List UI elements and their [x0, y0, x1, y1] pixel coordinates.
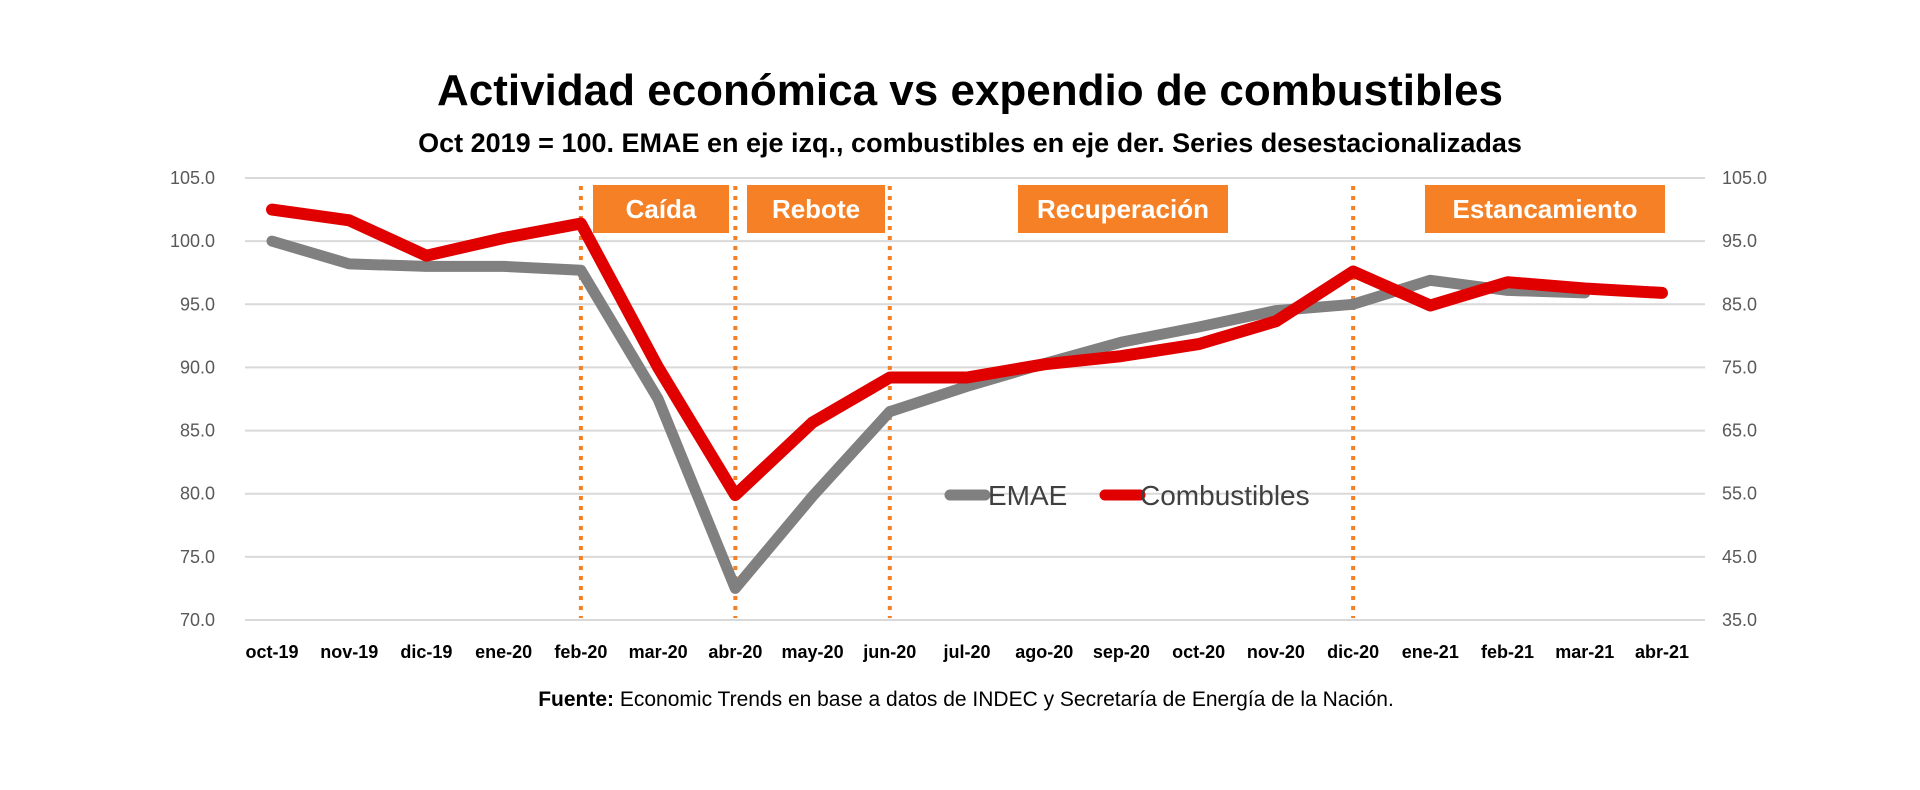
x-tick-label: dic-20 — [1327, 642, 1379, 662]
left-tick-label: 80.0 — [180, 484, 215, 504]
source-note: Fuente: Economic Trends en base a datos … — [538, 688, 1394, 711]
phase-labels: Caída Rebote Recuperación Estancamiento — [593, 185, 1665, 233]
left-tick-label: 100.0 — [170, 231, 215, 251]
series-line-combustibles — [266, 203, 1668, 501]
phase-label-1: Caída — [593, 185, 729, 233]
right-tick-label: 85.0 — [1722, 294, 1757, 314]
legend-label-combustibles: Combustibles — [1140, 480, 1310, 511]
x-tick-label: mar-21 — [1555, 642, 1614, 662]
x-tick-label: feb-20 — [554, 642, 607, 662]
phase-label-4: Estancamiento — [1425, 185, 1665, 233]
right-tick-label: 65.0 — [1722, 421, 1757, 441]
right-tick-label: 45.0 — [1722, 547, 1757, 567]
legend: EMAE Combustibles — [944, 480, 1310, 511]
left-tick-label: 70.0 — [180, 610, 215, 630]
phase-label-text: Recuperación — [1037, 194, 1209, 224]
x-tick-label: ago-20 — [1015, 642, 1073, 662]
right-tick-label: 55.0 — [1722, 484, 1757, 504]
right-tick-label: 95.0 — [1722, 231, 1757, 251]
phase-label-box — [1425, 185, 1665, 233]
right-tick-label: 35.0 — [1722, 610, 1757, 630]
x-axis: oct-19 nov-19 dic-19 ene-20 feb-20 mar-20 abr-… — [245, 642, 1689, 662]
phase-label-box — [747, 185, 885, 233]
phase-dividers — [578, 186, 1356, 618]
right-tick-label: 75.0 — [1722, 357, 1757, 377]
x-tick-label: jul-20 — [942, 642, 990, 662]
right-tick-label: 105.0 — [1722, 168, 1767, 188]
x-tick-label: ene-20 — [475, 642, 532, 662]
x-tick-label: jun-20 — [862, 642, 916, 662]
x-tick-label: ene-21 — [1402, 642, 1459, 662]
x-tick-label: sep-20 — [1093, 642, 1150, 662]
source-label: Fuente: — [538, 688, 614, 711]
phase-label-3: Recuperación — [1018, 185, 1228, 233]
phase-label-text: Rebote — [772, 194, 860, 224]
left-tick-label: 105.0 — [170, 168, 215, 188]
left-tick-label: 90.0 — [180, 357, 215, 377]
right-axis: 105.0 95.0 85.0 75.0 65.0 55.0 45.0 35.0 — [1722, 168, 1767, 630]
x-tick-label: abr-20 — [708, 642, 762, 662]
x-tick-label: nov-20 — [1247, 642, 1305, 662]
x-tick-label: oct-19 — [245, 642, 298, 662]
phase-label-box — [593, 185, 729, 233]
x-tick-label: mar-20 — [629, 642, 688, 662]
source-text: Economic Trends en base a datos de INDEC… — [614, 688, 1394, 711]
x-tick-label: may-20 — [782, 642, 844, 662]
x-tick-label: abr-21 — [1635, 642, 1689, 662]
left-tick-label: 85.0 — [180, 421, 215, 441]
left-axis: 105.0 100.0 95.0 90.0 85.0 80.0 75.0 70.0 — [170, 168, 215, 630]
phase-label-2: Rebote — [747, 185, 885, 233]
chart-title: Actividad económica vs expendio de combu… — [437, 66, 1503, 115]
chart-subtitle: Oct 2019 = 100. EMAE en eje izq., combus… — [418, 128, 1522, 158]
left-tick-label: 75.0 — [180, 547, 215, 567]
x-tick-label: dic-19 — [400, 642, 452, 662]
series-lines — [266, 203, 1668, 594]
legend-label-emae: EMAE — [988, 480, 1067, 511]
series-line-emae — [266, 235, 1591, 594]
phase-label-text: Caída — [626, 194, 697, 224]
phase-label-text: Estancamiento — [1453, 194, 1638, 224]
x-tick-label: nov-19 — [320, 642, 378, 662]
x-tick-label: feb-21 — [1481, 642, 1534, 662]
phase-label-box — [1018, 185, 1228, 233]
x-tick-label: oct-20 — [1172, 642, 1225, 662]
left-tick-label: 95.0 — [180, 294, 215, 314]
